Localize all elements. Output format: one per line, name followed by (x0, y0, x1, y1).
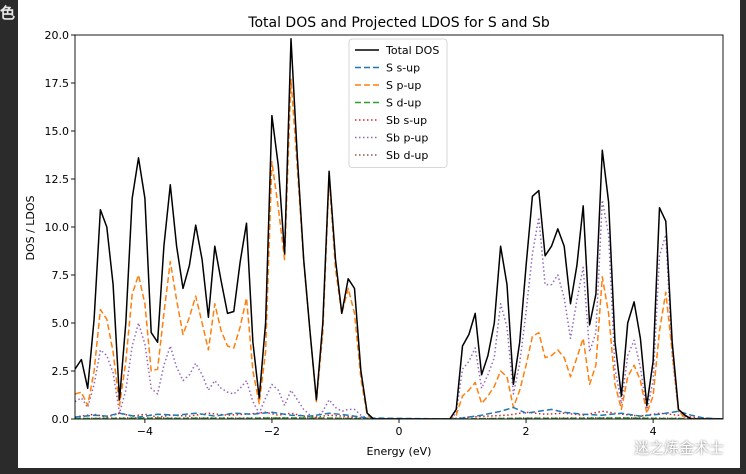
y-tick-label: 20.0 (45, 29, 70, 42)
legend-label: Sb d-up (386, 149, 428, 162)
chart-figure: Total DOS and Projected LDOS for S and S… (18, 0, 740, 468)
y-tick-label: 7.5 (52, 269, 70, 282)
legend-label: Total DOS (385, 44, 439, 57)
legend-label: Sb p-up (386, 132, 428, 145)
y-tick-label: 10.0 (45, 221, 70, 234)
series-line-total-dos (75, 38, 723, 419)
y-tick-label: 15.0 (45, 125, 70, 138)
y-tick-label: 12.5 (45, 173, 70, 186)
legend: Total DOS S s-up S p-up S d-up Sb s-up Sb p-u… (348, 38, 448, 168)
axes: −4 −2 0 2 4 0.0 2.5 5.0 7.5 10.0 12.5 15.0 17.5 20.0 (45, 29, 724, 438)
series-line-s-s-up (75, 406, 723, 419)
watermark: 迷之炼金术士 (607, 437, 724, 458)
x-axis-label: Energy (eV) (367, 445, 432, 458)
y-tick-label: 2.5 (52, 365, 70, 378)
y-axis-label: DOS / LDOS (24, 195, 37, 260)
legend-label: S s-up (386, 62, 420, 75)
watermark-text: 迷之炼金术士 (633, 439, 724, 457)
series-line-s-p-up (75, 78, 723, 419)
x-tick-label: 4 (650, 425, 657, 438)
wechat-icon (607, 437, 628, 458)
x-tick-label: 0 (396, 425, 403, 438)
series-line-sb-p-up (75, 199, 723, 419)
x-tick-label: 2 (523, 425, 530, 438)
dos-chart: Total DOS and Projected LDOS for S and S… (24, 15, 724, 458)
chart-title: Total DOS and Projected LDOS for S and S… (247, 15, 550, 31)
corner-glyph: 色 (0, 4, 16, 22)
y-tick-label: 17.5 (45, 77, 70, 90)
x-tick-label: −4 (137, 425, 153, 438)
y-tick-label: 0.0 (52, 413, 70, 426)
y-tick-label: 5.0 (52, 317, 70, 330)
x-tick-label: −2 (264, 425, 280, 438)
legend-label: Sb s-up (386, 114, 427, 127)
legend-label: S d-up (386, 97, 421, 110)
legend-box (348, 38, 448, 168)
legend-label: S p-up (386, 79, 421, 92)
